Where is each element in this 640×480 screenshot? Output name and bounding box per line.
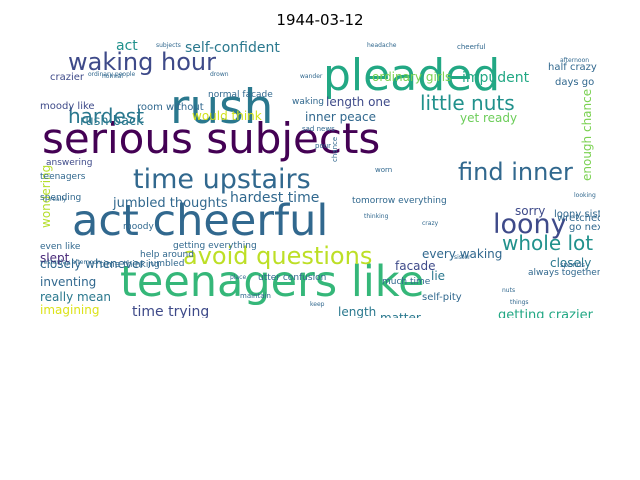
cloud-word: length one [326, 95, 390, 109]
cloud-word: drown [210, 71, 229, 78]
cloud-word: help around [140, 250, 194, 260]
cloud-word: would think [192, 109, 262, 123]
cloud-word: find inner [458, 158, 573, 186]
cloud-word: waking hour [68, 48, 216, 76]
cloud-word: pour [315, 142, 331, 150]
cloud-word: pleaded [323, 50, 500, 101]
cloud-word: sad news [302, 125, 335, 133]
cloud-word: yesterday afternoon [40, 259, 101, 266]
cloud-word: length [338, 305, 376, 318]
cloud-word: even like [40, 242, 81, 252]
cloud-word: hardest time [230, 190, 319, 206]
cloud-word: cheerful [457, 43, 486, 51]
cloud-word: getting everything [173, 241, 257, 251]
cloud-word: imagining [40, 303, 100, 317]
cloud-word: looking [574, 192, 596, 199]
cloud-word: worn [375, 166, 392, 174]
cloud-word: yet ready [460, 111, 517, 125]
cloud-word: inventing [40, 275, 96, 289]
cloud-word: tomorrow everything [352, 196, 447, 206]
cloud-word: really [50, 196, 67, 203]
cloud-word: headache [367, 42, 397, 49]
cloud-word: nuts [502, 287, 515, 294]
cloud-word: enough chance [580, 89, 594, 181]
cloud-word: half crazy [548, 62, 597, 73]
cloud-word: keep [310, 301, 325, 308]
cloud-word: hardest [68, 104, 144, 128]
cloud-word: sorry [515, 204, 545, 218]
cloud-word: self-pity [422, 292, 462, 303]
cloud-word: normal facade [208, 90, 273, 100]
cloud-word: thinking [364, 213, 389, 220]
cloud-word: slept [40, 251, 70, 265]
cloud-word: place [230, 274, 246, 281]
cloud-word: chance [331, 137, 339, 162]
word-cloud: serious subjects teenagers like act cheerf… [40, 38, 600, 318]
cloud-word: sister [454, 254, 471, 261]
cloud-word: time trying [132, 304, 209, 318]
cloud-word: closely [550, 256, 591, 270]
cloud-word: moody like [40, 101, 95, 112]
word-cloud-canvas: serious subjects teenagers like act cheerf… [40, 38, 600, 318]
cloud-word: act [116, 38, 138, 54]
cloud-word: lie [431, 269, 445, 283]
chart-title: 1944-03-12 [276, 11, 364, 29]
cloud-word: maintain [240, 292, 271, 300]
cloud-word: act cheerful [72, 196, 328, 246]
cloud-word: really mean [40, 290, 111, 304]
cloud-word: matter [380, 311, 421, 318]
cloud-word: crazier [50, 72, 85, 83]
cloud-word: crazy [422, 220, 439, 227]
cloud-word: self-confident [185, 40, 280, 56]
cloud-word: go next [569, 222, 600, 233]
cloud-word: ordinary girls [372, 70, 451, 84]
cloud-word: teenagers like [120, 257, 425, 307]
cloud-word: spends [560, 261, 585, 269]
cloud-word: afternoon [560, 57, 589, 64]
cloud-word: every waking [422, 247, 502, 261]
cloud-word: always together [528, 268, 600, 278]
cloud-word: loony [493, 209, 567, 240]
cloud-word: getting crazier [498, 308, 594, 318]
cloud-word: days go [555, 77, 594, 88]
cloud-word: time upstairs [133, 164, 311, 195]
cloud-word: serious subjects [42, 114, 380, 163]
cloud-word: things [510, 299, 529, 306]
cloud-word: little nuts [420, 91, 515, 115]
cloud-word: whole lot [502, 231, 593, 255]
cloud-word: avoid questions [183, 242, 372, 270]
cloud-word: wretched [557, 213, 600, 224]
cloud-word: waking [292, 97, 324, 107]
cloud-word: teenagers [40, 172, 86, 182]
cloud-word: closely whenever [40, 257, 144, 271]
cloud-word: rush back [80, 114, 144, 129]
cloud-word: ordinary people [88, 71, 136, 78]
cloud-word: inner peace [305, 110, 376, 124]
cloud-word: answering [46, 158, 92, 168]
cloud-word: time thinking [100, 260, 160, 270]
cloud-word: jumbled [147, 259, 184, 269]
cloud-word: wander [300, 73, 323, 80]
cloud-word: subjects [156, 42, 181, 49]
cloud-word: impudent [462, 70, 530, 86]
cloud-word: wondering [40, 165, 53, 228]
cloud-word: normal [102, 73, 123, 80]
cloud-word: moody [123, 222, 154, 232]
cloud-word: loony sister [554, 209, 600, 220]
cloud-word: rush [170, 80, 273, 135]
cloud-word: spending [40, 193, 81, 203]
cloud-word: jumbled thoughts [112, 196, 228, 211]
cloud-word: facade [395, 259, 436, 273]
cloud-word: much time [382, 277, 431, 287]
cloud-word: utter confusion [258, 273, 326, 283]
cloud-word: room without [137, 102, 204, 113]
